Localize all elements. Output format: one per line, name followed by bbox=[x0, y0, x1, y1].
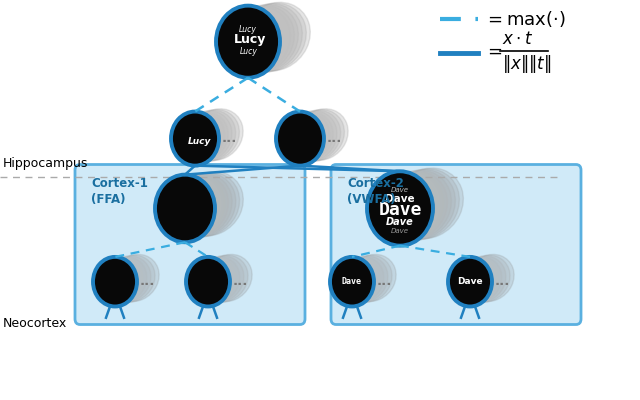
Ellipse shape bbox=[221, 6, 291, 74]
Circle shape bbox=[448, 257, 492, 306]
Ellipse shape bbox=[458, 256, 506, 303]
Ellipse shape bbox=[289, 110, 340, 162]
Ellipse shape bbox=[454, 257, 502, 304]
Text: $x \cdot t$: $x \cdot t$ bbox=[502, 30, 533, 48]
Ellipse shape bbox=[180, 111, 232, 162]
Text: Neocortex: Neocortex bbox=[3, 317, 67, 330]
Text: ...: ... bbox=[140, 275, 156, 288]
Text: (VWFA): (VWFA) bbox=[347, 193, 396, 206]
Text: Dave: Dave bbox=[457, 277, 483, 286]
Text: Dave: Dave bbox=[342, 277, 362, 286]
Text: Dave: Dave bbox=[391, 188, 409, 194]
Ellipse shape bbox=[193, 257, 240, 304]
Circle shape bbox=[330, 257, 374, 306]
Ellipse shape bbox=[376, 171, 447, 242]
Ellipse shape bbox=[296, 109, 348, 160]
Ellipse shape bbox=[112, 254, 159, 302]
Ellipse shape bbox=[388, 169, 460, 240]
Text: Lucy: Lucy bbox=[240, 47, 258, 56]
Ellipse shape bbox=[372, 172, 444, 242]
Ellipse shape bbox=[177, 112, 228, 163]
Ellipse shape bbox=[108, 255, 155, 302]
Text: ...: ... bbox=[233, 275, 248, 288]
Ellipse shape bbox=[196, 256, 244, 303]
Ellipse shape bbox=[349, 254, 396, 302]
Ellipse shape bbox=[463, 255, 510, 302]
Text: ...: ... bbox=[222, 132, 237, 145]
FancyBboxPatch shape bbox=[75, 164, 305, 324]
Text: $=$: $=$ bbox=[484, 42, 502, 60]
Text: ...: ... bbox=[495, 275, 510, 288]
Text: Dave: Dave bbox=[378, 200, 422, 218]
Circle shape bbox=[171, 112, 219, 166]
Text: (FFA): (FFA) bbox=[91, 193, 125, 206]
Ellipse shape bbox=[344, 255, 392, 302]
Ellipse shape bbox=[99, 257, 147, 304]
Ellipse shape bbox=[104, 256, 151, 303]
Ellipse shape bbox=[332, 257, 380, 304]
Circle shape bbox=[93, 257, 137, 306]
Ellipse shape bbox=[188, 110, 239, 161]
Ellipse shape bbox=[164, 174, 228, 238]
Ellipse shape bbox=[184, 110, 236, 162]
Ellipse shape bbox=[292, 110, 344, 161]
Text: Lucy: Lucy bbox=[234, 33, 266, 46]
Ellipse shape bbox=[451, 257, 498, 304]
Text: Hippocampus: Hippocampus bbox=[3, 157, 88, 170]
Ellipse shape bbox=[467, 254, 514, 302]
Text: $\Vert x\Vert \Vert t\Vert$: $\Vert x\Vert \Vert t\Vert$ bbox=[502, 53, 552, 75]
Text: ...: ... bbox=[377, 275, 392, 288]
Ellipse shape bbox=[380, 170, 451, 241]
Ellipse shape bbox=[173, 112, 225, 164]
Text: Dave: Dave bbox=[385, 194, 415, 204]
Text: Cortex-1: Cortex-1 bbox=[91, 177, 148, 190]
Ellipse shape bbox=[282, 112, 333, 163]
Ellipse shape bbox=[278, 112, 330, 164]
Ellipse shape bbox=[369, 172, 440, 243]
Ellipse shape bbox=[156, 176, 221, 240]
Circle shape bbox=[276, 112, 324, 166]
Ellipse shape bbox=[168, 174, 232, 238]
Text: ...: ... bbox=[327, 132, 342, 145]
Ellipse shape bbox=[160, 175, 225, 239]
Ellipse shape bbox=[237, 3, 307, 72]
Text: Lucy: Lucy bbox=[188, 138, 212, 146]
Ellipse shape bbox=[337, 257, 384, 304]
Ellipse shape bbox=[218, 7, 287, 75]
Text: Cortex-2: Cortex-2 bbox=[347, 177, 404, 190]
Ellipse shape bbox=[175, 172, 239, 236]
Ellipse shape bbox=[95, 257, 143, 304]
Ellipse shape bbox=[340, 256, 388, 303]
Ellipse shape bbox=[172, 173, 236, 237]
Ellipse shape bbox=[205, 254, 252, 302]
Ellipse shape bbox=[179, 172, 243, 236]
Ellipse shape bbox=[200, 255, 248, 302]
Text: Lucy: Lucy bbox=[239, 25, 257, 34]
Circle shape bbox=[367, 171, 433, 246]
Ellipse shape bbox=[285, 111, 337, 162]
Text: $= \mathrm{max}(\cdot)$: $= \mathrm{max}(\cdot)$ bbox=[484, 9, 566, 29]
Ellipse shape bbox=[191, 109, 243, 160]
Circle shape bbox=[155, 175, 215, 242]
Circle shape bbox=[216, 6, 280, 78]
Ellipse shape bbox=[385, 170, 456, 240]
Ellipse shape bbox=[225, 5, 294, 74]
Text: Dave: Dave bbox=[391, 228, 409, 234]
Text: Dave: Dave bbox=[386, 217, 414, 227]
Ellipse shape bbox=[234, 4, 302, 72]
Ellipse shape bbox=[188, 257, 236, 304]
FancyBboxPatch shape bbox=[331, 164, 581, 324]
Ellipse shape bbox=[241, 2, 310, 71]
Circle shape bbox=[186, 257, 230, 306]
Ellipse shape bbox=[392, 168, 463, 239]
Ellipse shape bbox=[229, 4, 298, 73]
